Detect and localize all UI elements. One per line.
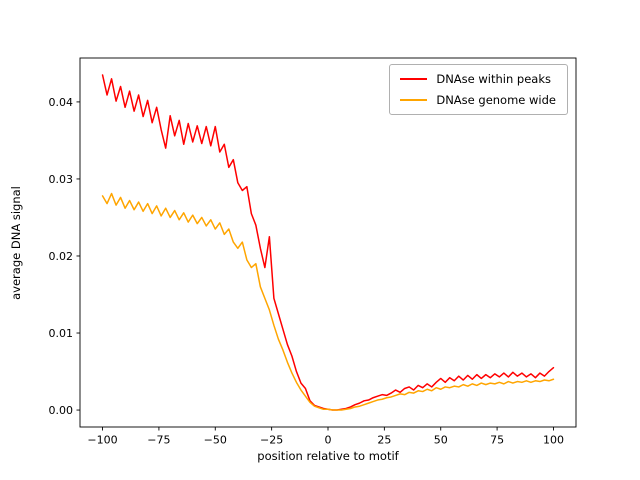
orange-line-swatch [400, 99, 428, 101]
legend-item-peaks: DNAse within peaks [400, 72, 556, 86]
legend-item-genome: DNAse genome wide [400, 93, 556, 107]
y-axis-label: average DNA signal [9, 186, 23, 300]
axis-ticks: −100 −75 −50 −25 0 25 50 75 100 0.00 0.01 0.02 0.03 0… [49, 96, 564, 447]
svg-text:−75: −75 [147, 434, 170, 447]
svg-text:50: 50 [434, 434, 448, 447]
legend-label-genome: DNAse genome wide [436, 93, 556, 107]
svg-text:100: 100 [543, 434, 564, 447]
svg-text:−100: −100 [87, 434, 117, 447]
red-line-swatch [400, 78, 428, 80]
svg-text:−25: −25 [260, 434, 283, 447]
svg-text:0: 0 [325, 434, 332, 447]
svg-text:0.01: 0.01 [49, 327, 74, 340]
svg-text:0.03: 0.03 [49, 173, 74, 186]
x-axis-label: position relative to motif [257, 449, 399, 463]
svg-text:75: 75 [490, 434, 504, 447]
legend: DNAse within peaks DNAse genome wide [389, 64, 568, 115]
svg-text:25: 25 [377, 434, 391, 447]
svg-text:−50: −50 [204, 434, 227, 447]
svg-text:0.00: 0.00 [49, 404, 74, 417]
svg-text:0.02: 0.02 [49, 250, 74, 263]
svg-text:0.04: 0.04 [49, 96, 74, 109]
data-lines [101, 74, 555, 411]
legend-label-peaks: DNAse within peaks [436, 72, 552, 86]
